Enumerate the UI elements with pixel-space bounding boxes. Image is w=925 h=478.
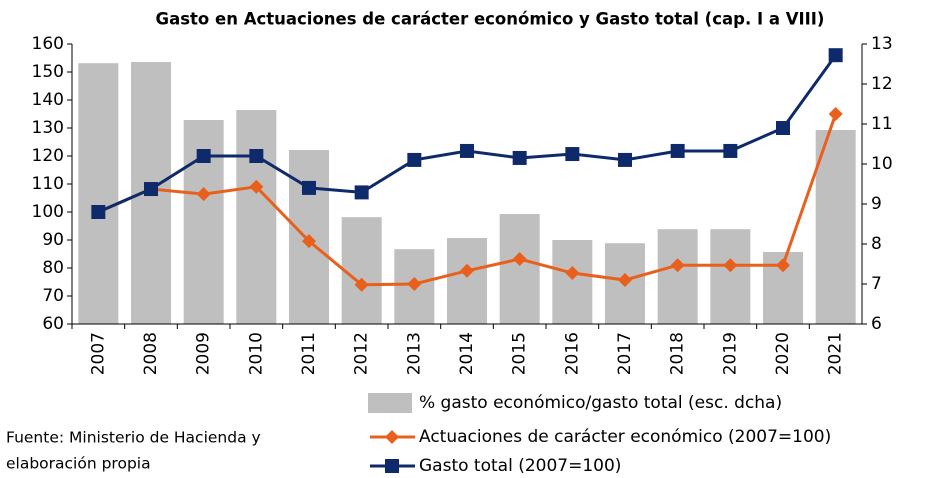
marker [460, 143, 474, 158]
x-tick-label: 2010 [246, 332, 266, 375]
bar [657, 229, 698, 324]
marker [670, 143, 685, 158]
y2-tick-label: 13 [871, 34, 893, 54]
marker [407, 152, 422, 167]
x-tick-label: 2018 [668, 332, 688, 375]
marker [618, 152, 632, 167]
bar [447, 238, 487, 324]
y-tick-label: 130 [32, 118, 64, 138]
marker [723, 143, 738, 158]
marker [512, 252, 527, 267]
y2-tick-label: 10 [871, 154, 893, 174]
x-tick-label: 2020 [773, 332, 793, 375]
y-tick-label: 60 [42, 314, 64, 334]
legend-swatch [368, 393, 412, 413]
x-tick-label: 2009 [194, 332, 214, 375]
x-tick-label: 2008 [141, 332, 161, 375]
marker [144, 182, 158, 197]
marker [460, 263, 474, 278]
marker [776, 258, 790, 273]
y2-tick-label: 9 [871, 194, 882, 214]
legend-label: Actuaciones de carácter económico (2007=… [419, 427, 831, 447]
marker [249, 149, 264, 163]
marker [723, 258, 738, 273]
x-tick-label: 2012 [352, 332, 372, 375]
bar [710, 229, 751, 324]
legend-label: Gasto total (2007=100) [419, 456, 621, 476]
marker [670, 258, 685, 273]
marker [828, 48, 843, 63]
y-tick-label: 150 [32, 62, 64, 82]
y-tick-label: 90 [42, 230, 64, 250]
y2-tick-label: 12 [871, 74, 893, 94]
y2-tick-label: 6 [871, 314, 882, 334]
chart-title: Gasto en Actuaciones de carácter económi… [156, 10, 825, 29]
legend-marker [385, 430, 399, 444]
marker [196, 149, 211, 163]
x-tick-label: 2017 [615, 332, 635, 375]
x-tick-label: 2011 [299, 332, 319, 375]
marker [565, 147, 580, 162]
y-tick-label: 160 [32, 34, 64, 54]
y-tick-label: 80 [42, 258, 64, 278]
bar [499, 214, 540, 324]
bar [815, 130, 856, 324]
marker [91, 205, 106, 219]
x-tick-label: 2021 [826, 332, 846, 375]
marker [302, 180, 316, 195]
y-tick-label: 100 [32, 202, 64, 222]
y-tick-label: 70 [42, 286, 64, 306]
marker [565, 266, 580, 281]
x-tick-label: 2019 [720, 332, 740, 375]
bar [552, 240, 593, 324]
marker [249, 179, 264, 194]
source-line: Fuente: Ministerio de Hacienda y [6, 429, 261, 447]
marker [196, 187, 211, 202]
x-tick-label: 2007 [88, 332, 108, 375]
marker [776, 121, 790, 135]
marker [828, 107, 843, 121]
marker [302, 234, 316, 249]
marker [512, 150, 527, 165]
y2-tick-label: 7 [871, 274, 882, 294]
legend-label: % gasto económico/gasto total (esc. dcha… [419, 393, 782, 413]
marker [618, 273, 632, 288]
y-tick-label: 120 [32, 146, 64, 166]
y2-tick-label: 8 [871, 234, 882, 254]
bar [78, 63, 119, 324]
x-tick-label: 2016 [562, 332, 582, 375]
y2-tick-label: 11 [871, 114, 893, 134]
marker [407, 276, 422, 291]
y-tick-label: 140 [32, 90, 64, 110]
marker [354, 277, 369, 292]
legend-marker [385, 459, 399, 473]
x-tick-label: 2015 [510, 332, 530, 375]
y-tick-label: 110 [32, 174, 64, 194]
bar [236, 110, 277, 324]
x-tick-label: 2013 [404, 332, 424, 375]
marker [354, 185, 369, 200]
x-tick-label: 2014 [457, 332, 477, 375]
source-line: elaboración propia [6, 455, 151, 473]
bar [341, 217, 382, 324]
